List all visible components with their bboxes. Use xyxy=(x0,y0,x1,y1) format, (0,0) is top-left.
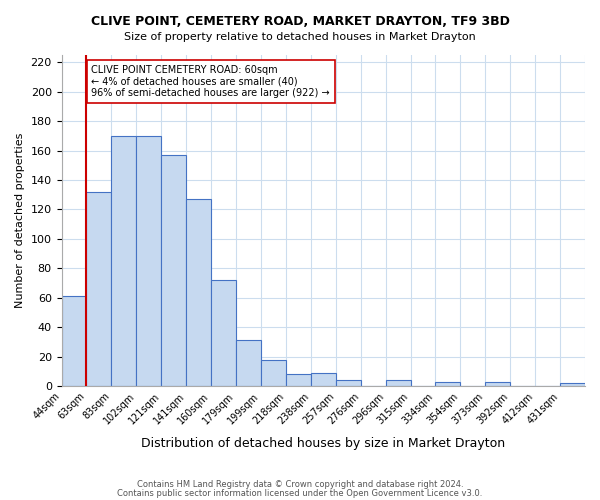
Text: Size of property relative to detached houses in Market Drayton: Size of property relative to detached ho… xyxy=(124,32,476,42)
Bar xyxy=(112,136,136,386)
Bar xyxy=(311,373,336,386)
Bar xyxy=(211,280,236,386)
Bar xyxy=(386,380,410,386)
Bar xyxy=(236,340,261,386)
Bar xyxy=(286,374,311,386)
Text: Contains HM Land Registry data © Crown copyright and database right 2024.: Contains HM Land Registry data © Crown c… xyxy=(137,480,463,489)
Bar xyxy=(62,296,86,386)
Bar xyxy=(436,382,460,386)
Bar xyxy=(261,360,286,386)
Y-axis label: Number of detached properties: Number of detached properties xyxy=(15,133,25,308)
Bar xyxy=(485,382,510,386)
X-axis label: Distribution of detached houses by size in Market Drayton: Distribution of detached houses by size … xyxy=(141,437,505,450)
Text: Contains public sector information licensed under the Open Government Licence v3: Contains public sector information licen… xyxy=(118,489,482,498)
Bar xyxy=(560,383,585,386)
Bar xyxy=(186,199,211,386)
Text: CLIVE POINT CEMETERY ROAD: 60sqm
← 4% of detached houses are smaller (40)
96% of: CLIVE POINT CEMETERY ROAD: 60sqm ← 4% of… xyxy=(91,66,330,98)
Text: CLIVE POINT, CEMETERY ROAD, MARKET DRAYTON, TF9 3BD: CLIVE POINT, CEMETERY ROAD, MARKET DRAYT… xyxy=(91,15,509,28)
Bar xyxy=(161,155,186,386)
Bar xyxy=(86,192,112,386)
Bar xyxy=(136,136,161,386)
Bar xyxy=(336,380,361,386)
